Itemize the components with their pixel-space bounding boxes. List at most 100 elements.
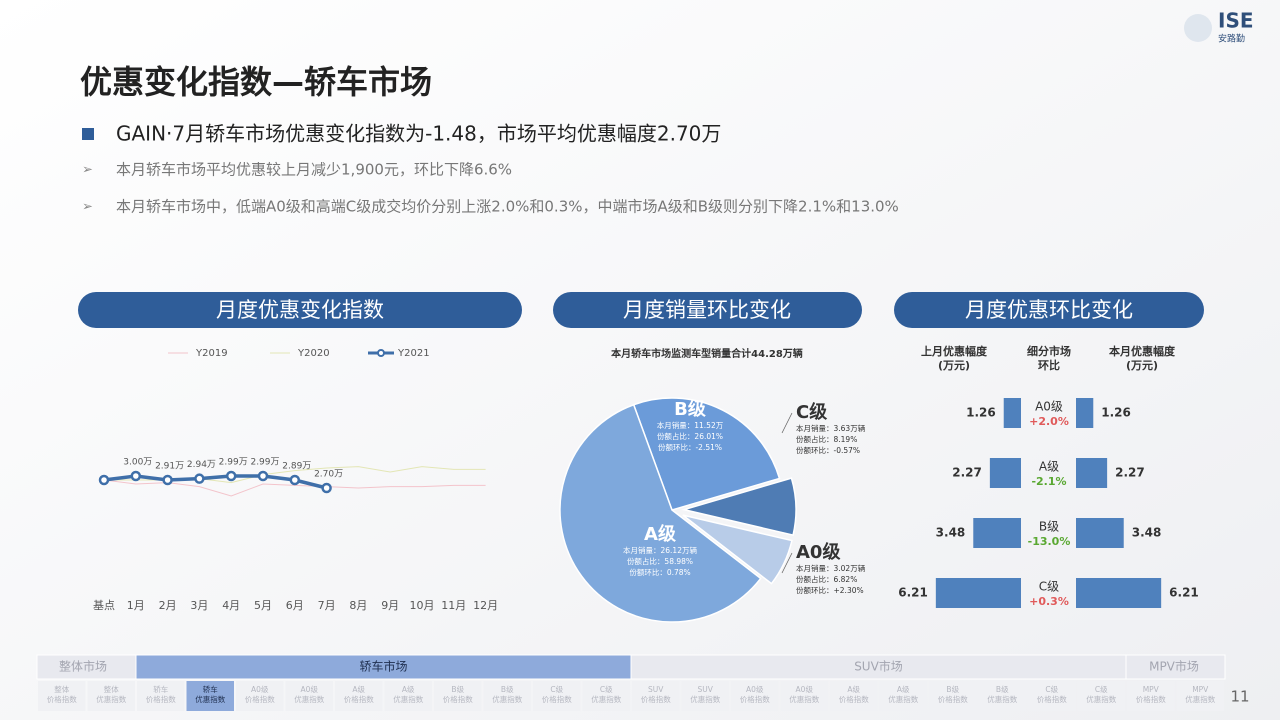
x-tick-label: 6月	[286, 599, 304, 612]
table-header: 环比	[1038, 358, 1060, 372]
nav-tab-label: 优惠指数	[195, 694, 225, 704]
bar-value: 3.48	[936, 526, 966, 540]
bar	[1076, 398, 1094, 428]
table-header: (万元)	[938, 359, 970, 372]
nav-tab	[582, 681, 630, 711]
line-marker	[194, 473, 205, 484]
slice-detail: 份额环比：0.78%	[629, 567, 690, 577]
slice-detail: 本月销量：11.52万	[657, 420, 724, 430]
leader-line	[781, 552, 793, 574]
logo-subtitle: 安路勤	[1218, 33, 1245, 45]
x-tick-label: 7月	[318, 599, 336, 612]
nav-tab-label: 优惠指数	[987, 694, 1017, 704]
nav-tab-label: A0级	[251, 684, 269, 694]
nav-tab-label: 价格指数	[641, 694, 671, 704]
nav-tab-label: A0级	[301, 684, 319, 694]
segment-change: +0.3%	[1029, 595, 1069, 608]
x-tick-label: 10月	[410, 599, 435, 612]
legend-marker	[377, 349, 385, 357]
nav-tab-label: B级	[946, 684, 959, 694]
segment-label: A0级	[1035, 400, 1063, 414]
table-header: (万元)	[1126, 359, 1158, 372]
logo-icon	[1184, 14, 1212, 42]
nav-tab-label: MPV	[1192, 685, 1209, 694]
line-marker	[162, 474, 173, 486]
nav-tab	[87, 681, 135, 711]
pie-slice	[682, 514, 793, 585]
legend-label: Y2020	[297, 348, 330, 359]
nav-group-label: SUV市场	[854, 659, 903, 674]
panel-header	[894, 292, 1204, 328]
panel-header	[78, 292, 522, 328]
nav-tab-label: A级	[847, 684, 860, 694]
nav-group-label: 整体市场	[59, 659, 107, 674]
segment-change: -2.1%	[1031, 475, 1066, 488]
nav-group	[1125, 654, 1226, 680]
nav-tab-label: 优惠指数	[888, 694, 918, 704]
nav-tab	[1127, 681, 1175, 711]
page-title: 优惠变化指数—轿车市场	[80, 63, 432, 101]
table-header: 上月优惠幅度	[921, 344, 988, 358]
nav-tab-label: 价格指数	[344, 694, 374, 704]
nav-tab	[137, 681, 185, 711]
nav-tab-label: 优惠指数	[96, 694, 126, 704]
pie-title: 本月轿车市场监测车型销量合计44.28万辆	[611, 347, 803, 360]
bar	[1076, 458, 1108, 488]
x-tick-label: 5月	[254, 599, 272, 612]
nav-tab	[681, 681, 729, 711]
table-header: 细分市场	[1027, 344, 1071, 358]
nav-tab	[632, 681, 680, 711]
nav-tab	[434, 681, 482, 711]
bar-value: 6.21	[1169, 586, 1199, 600]
slice-label: A级	[644, 523, 677, 545]
nav-group-label: 轿车市场	[359, 659, 407, 674]
nav-tab	[236, 681, 284, 711]
x-tick-label: 11月	[441, 599, 466, 612]
bar	[935, 578, 1021, 608]
nav-tab-label: 优惠指数	[1185, 694, 1215, 704]
bar-value: 3.48	[1132, 526, 1162, 540]
nav-tab-label: 优惠指数	[393, 694, 423, 704]
segment-label: C级	[1039, 580, 1059, 594]
table-header: 本月优惠幅度	[1109, 344, 1176, 358]
nav-tab	[830, 681, 878, 711]
nav-tab-label: 价格指数	[938, 694, 968, 704]
bar-value: 6.21	[898, 586, 928, 600]
line-marker	[130, 470, 142, 482]
nav-tab-label: C级	[1045, 684, 1058, 694]
nav-group	[36, 654, 137, 680]
panel-title: 月度优惠变化指数	[216, 298, 384, 322]
nav-tab	[780, 681, 828, 711]
bar-value: 2.27	[952, 466, 982, 480]
nav-tab	[533, 681, 581, 711]
slice-detail: 份额占比：26.01%	[657, 431, 723, 441]
nav-tab-label: 整体	[104, 684, 119, 694]
nav-tab-label: 价格指数	[839, 694, 869, 704]
nav-tab-label: 价格指数	[740, 694, 770, 704]
segment-label: A级	[1039, 460, 1059, 474]
bullet-arrow: ➢	[82, 200, 93, 215]
nav-tab-label: 价格指数	[1136, 694, 1166, 704]
nav-tab-label: B级	[451, 684, 464, 694]
slice-detail: 本月销量：26.12万辆	[623, 545, 697, 555]
segment-label: B级	[1039, 520, 1059, 534]
nav-tab	[929, 681, 977, 711]
nav-tab-label: 轿车	[203, 684, 218, 694]
logo-name: ISE	[1218, 9, 1254, 33]
x-tick-label: 1月	[127, 599, 145, 612]
nav-group-label: MPV市场	[1149, 659, 1199, 674]
line-marker	[257, 470, 269, 482]
bar-value: 1.26	[966, 406, 996, 420]
page-number: 11	[1230, 688, 1249, 706]
point-label: 2.94万	[187, 460, 216, 470]
x-tick-label: 基点	[93, 599, 115, 612]
bullet-point: 本月轿车市场平均优惠较上月减少1,900元，环比下降6.6%	[116, 161, 512, 179]
point-label: 2.70万	[314, 470, 343, 480]
point-label: 3.00万	[123, 458, 152, 468]
legend-label: Y2019	[195, 348, 228, 359]
nav-tab-label: 价格指数	[245, 694, 275, 704]
x-tick-label: 12月	[473, 599, 498, 612]
bar	[989, 458, 1021, 488]
nav-tab-label: 轿车	[153, 684, 168, 694]
slice-detail: 本月销量：3.02万辆	[796, 563, 866, 573]
